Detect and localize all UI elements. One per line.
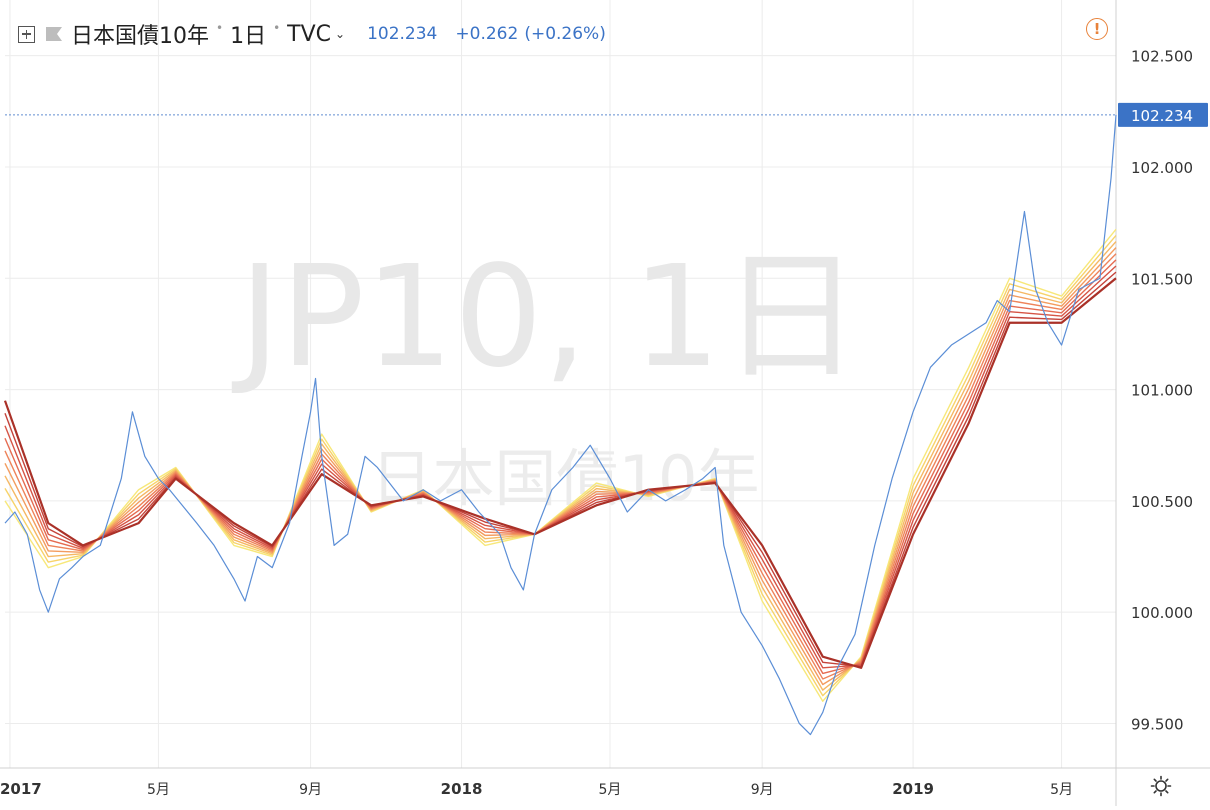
last-price: 102.234 (367, 24, 438, 44)
separator-dot: • (273, 21, 281, 35)
y-tick-label: 102.000 (1131, 159, 1193, 177)
y-tick-label: 101.500 (1131, 270, 1193, 288)
interval-label[interactable]: 1日 (230, 24, 267, 49)
x-tick-label: 2019 (892, 780, 934, 798)
x-tick-label: 2018 (441, 780, 483, 798)
x-tick-label: 9月 (751, 782, 774, 798)
y-tick-label: 102.500 (1131, 48, 1193, 66)
flag-icon[interactable] (45, 26, 63, 42)
separator-dot: • (216, 21, 224, 35)
settings-icon[interactable] (1150, 775, 1172, 797)
x-tick-label: 5月 (1050, 782, 1073, 798)
watermark-sub: 日本国債10年 (371, 442, 760, 515)
chevron-down-icon[interactable]: ⌄ (335, 27, 346, 41)
symbol-name[interactable]: 日本国債10年 (71, 24, 209, 49)
y-tick-label: 100.000 (1131, 604, 1193, 622)
alert-icon[interactable]: ! (1086, 18, 1108, 40)
price-line[interactable] (4, 114, 1117, 736)
chart-header: 日本国債10年 • 1日 • TVC ⌄ 102.234 +0.262 (+0.… (18, 14, 606, 54)
x-tick-label: 5月 (147, 782, 170, 798)
y-tick-label: 100.500 (1131, 493, 1193, 511)
x-tick-label: 9月 (299, 782, 322, 798)
y-tick-label: 99.500 (1131, 715, 1184, 733)
add-indicator-icon[interactable] (18, 25, 35, 43)
x-tick-label: 2017 (0, 780, 42, 798)
price-change: +0.262 (455, 24, 519, 44)
x-tick-label: 5月 (599, 782, 622, 798)
last-price-tag (1118, 102, 1208, 127)
source-label[interactable]: TVC (287, 21, 332, 47)
watermark-main: JP10, 1日 (231, 236, 861, 399)
last-price-tag-label: 102.234 (1131, 107, 1193, 125)
y-tick-label: 101.000 (1131, 382, 1193, 400)
price-change-percent: (+0.26%) (524, 24, 606, 44)
